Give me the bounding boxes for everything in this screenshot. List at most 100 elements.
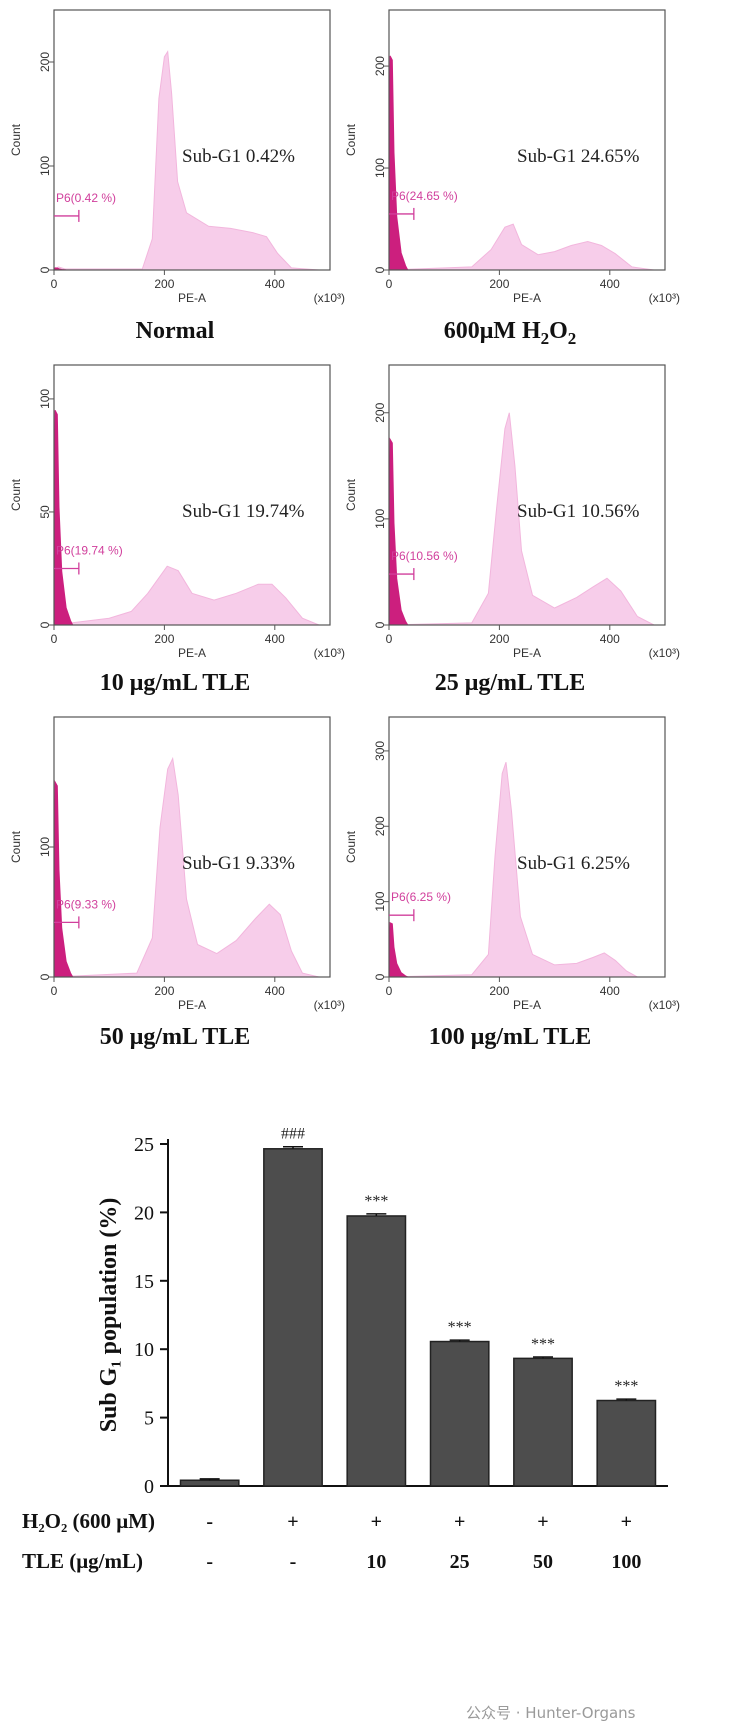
y-tick-label: 100 xyxy=(38,837,52,857)
x-tick-label: 200 xyxy=(154,632,174,646)
y-tick-label: 100 xyxy=(373,509,387,529)
x-tick-label: 200 xyxy=(154,277,174,291)
gate-label: P6(9.33 %) xyxy=(56,897,116,911)
caption-50-tle: 50 μg/mL TLE xyxy=(99,1024,251,1050)
plot-frame xyxy=(388,716,666,978)
h2o2-row-value: + xyxy=(621,1511,632,1533)
bar xyxy=(263,1148,323,1487)
y-tick-label: 15 xyxy=(134,1271,154,1293)
tle-row-label: TLE (μg/mL) xyxy=(22,1549,143,1573)
x-axis-unit: (x10³) xyxy=(649,998,680,1012)
subg1-annotation: Sub-G1 24.65% xyxy=(517,146,640,167)
x-tick-label: 200 xyxy=(489,277,509,291)
subg1-peak xyxy=(388,55,409,271)
significance-label: *** xyxy=(448,1319,472,1336)
bar xyxy=(513,1357,573,1487)
significance-label: *** xyxy=(364,1193,388,1210)
histogram-h2o2: 0 100 200 0 200 400 Count PE-A (x10³) P6(24.65 %)… xyxy=(344,9,680,305)
bar xyxy=(346,1215,407,1487)
x-axis-label: PE-A xyxy=(513,291,541,305)
y-tick-label: 5 xyxy=(144,1408,154,1430)
subg1-peak xyxy=(388,437,409,626)
x-axis-label: PE-A xyxy=(178,998,206,1012)
histogram-normal: 0 100 200 0 200 400 Count PE-A (x10³) P6(0.42 %) S… xyxy=(9,9,345,305)
x-tick-label: 400 xyxy=(265,632,285,646)
y-tick-label: 10 xyxy=(134,1339,154,1361)
tle-row-value: - xyxy=(206,1551,213,1573)
h2o2-row-value: + xyxy=(371,1511,382,1533)
cell-cycle-profile xyxy=(53,565,320,626)
x-tick-label: 0 xyxy=(51,632,58,646)
x-tick-label: 200 xyxy=(489,632,509,646)
y-tick-label: 50 xyxy=(38,505,52,519)
cell-cycle-profile xyxy=(388,762,638,978)
x-axis-unit: (x10³) xyxy=(314,291,345,305)
tle-row-value: 100 xyxy=(611,1551,641,1573)
y-axis-label: Count xyxy=(344,478,358,511)
x-tick-label: 400 xyxy=(600,632,620,646)
subg1-bar-chart: 0 5 10 15 20 25 Sub G₁ population (%) ### *** ***… xyxy=(22,1126,668,1573)
tle-row-value: - xyxy=(290,1551,297,1573)
y-tick-label: 200 xyxy=(373,402,387,422)
x-tick-label: 0 xyxy=(386,632,393,646)
caption-10-tle: 10 μg/mL TLE xyxy=(99,670,251,696)
y-tick-label: 0 xyxy=(38,973,52,980)
y-tick-label: 0 xyxy=(38,266,52,273)
subg1-peak xyxy=(53,780,74,978)
x-tick-label: 200 xyxy=(154,984,174,998)
plot-frame xyxy=(53,9,331,271)
y-tick-label: 100 xyxy=(373,158,387,178)
cell-cycle-profile xyxy=(388,223,655,271)
y-tick-label: 0 xyxy=(38,621,52,628)
gate-label: P6(6.25 %) xyxy=(391,890,451,904)
y-axis-label: Sub G₁ population (%) xyxy=(96,1198,122,1433)
y-tick-label: 200 xyxy=(373,816,387,836)
tle-row-value: 50 xyxy=(533,1551,553,1573)
x-axis-label: PE-A xyxy=(178,646,206,660)
caption-100-tle: 100 μg/mL TLE xyxy=(428,1024,592,1050)
significance-label: ### xyxy=(281,1126,305,1143)
y-tick-label: 100 xyxy=(373,891,387,911)
x-axis-unit: (x10³) xyxy=(649,646,680,660)
plot-frame xyxy=(388,364,666,626)
h2o2-row-value: + xyxy=(454,1511,465,1533)
tle-row-value: 10 xyxy=(366,1551,386,1573)
subg1-peak xyxy=(388,921,408,978)
histogram-100-tle: 0 100 200 300 0 200 400 Count PE-A (x10³) P6(6.25 … xyxy=(344,716,680,1012)
x-tick-label: 400 xyxy=(600,984,620,998)
subg1-annotation: Sub-G1 10.56% xyxy=(517,501,640,522)
tle-row-value: 25 xyxy=(450,1551,470,1573)
x-axis-unit: (x10³) xyxy=(314,646,345,660)
subg1-peak xyxy=(53,409,74,626)
y-tick-label: 0 xyxy=(373,621,387,628)
x-tick-label: 0 xyxy=(386,984,393,998)
subg1-annotation: Sub-G1 9.33% xyxy=(182,853,295,874)
cell-cycle-profile xyxy=(52,50,320,271)
y-tick-label: 0 xyxy=(144,1476,154,1498)
x-axis-unit: (x10³) xyxy=(314,998,345,1012)
histogram-50-tle: 0 100 0 200 400 Count PE-A (x10³) P6(9.33 %) Sub-… xyxy=(9,716,345,1012)
gate-label: P6(24.65 %) xyxy=(391,189,458,203)
y-tick-label: 100 xyxy=(38,389,52,409)
plot-frame xyxy=(388,9,666,271)
x-axis-label: PE-A xyxy=(178,291,206,305)
y-tick-label: 25 xyxy=(134,1134,154,1156)
y-tick-label: 0 xyxy=(373,266,387,273)
histogram-10-tle: 0 50 100 0 200 400 Count PE-A (x10³) P6(19.74 %) S… xyxy=(9,364,345,660)
caption-25-tle: 25 μg/mL TLE xyxy=(434,670,586,696)
subg1-annotation: Sub-G1 6.25% xyxy=(517,853,630,874)
bar xyxy=(179,1479,240,1487)
y-tick-label: 300 xyxy=(373,741,387,761)
plot-frame xyxy=(53,364,331,626)
bar xyxy=(429,1340,490,1487)
cell-cycle-profile xyxy=(388,412,655,626)
x-axis-unit: (x10³) xyxy=(649,291,680,305)
y-tick-label: 20 xyxy=(134,1202,154,1224)
x-tick-label: 400 xyxy=(265,984,285,998)
y-axis-label: Count xyxy=(9,830,23,863)
y-tick-label: 0 xyxy=(373,973,387,980)
caption-h2o2: 600μM H2O2 xyxy=(443,318,577,348)
x-tick-label: 200 xyxy=(489,984,509,998)
h2o2-row-value: + xyxy=(287,1511,298,1533)
significance-label: *** xyxy=(531,1336,555,1353)
